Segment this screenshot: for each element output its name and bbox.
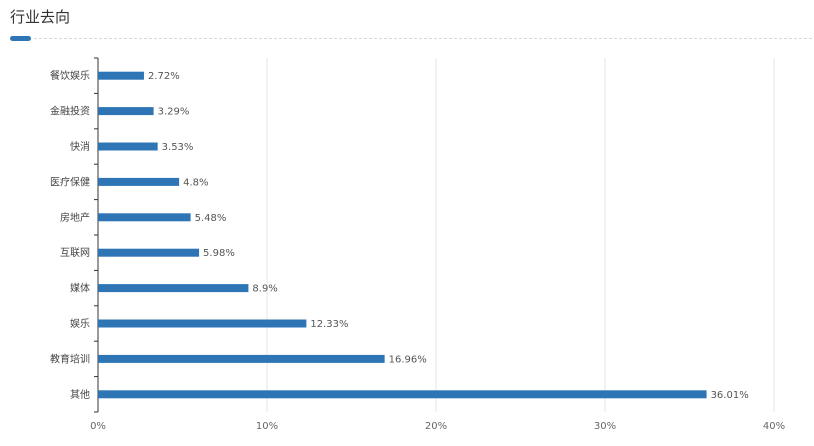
value-label: 12.33%	[310, 319, 348, 330]
value-label: 2.72%	[148, 71, 180, 82]
category-label: 娱乐	[70, 317, 90, 330]
bar-1	[98, 107, 154, 116]
bar-5	[98, 248, 200, 257]
title-accent-bar	[10, 36, 31, 41]
value-label: 3.29%	[158, 107, 190, 118]
chart-header: 行业去向	[0, 0, 814, 44]
category-label: 房地产	[60, 211, 90, 224]
category-label: 互联网	[60, 247, 90, 259]
x-tick-label: 30%	[594, 421, 616, 432]
value-label: 5.48%	[195, 213, 227, 224]
category-label: 金融投资	[50, 105, 90, 118]
category-label: 教育培训	[50, 352, 90, 365]
bar-6	[98, 284, 249, 293]
x-tick-label: 20%	[425, 421, 447, 432]
value-label: 4.8%	[183, 177, 208, 188]
bar-7	[98, 319, 307, 328]
value-label: 36.01%	[711, 390, 749, 401]
category-label: 其他	[70, 388, 90, 401]
bar-2	[98, 142, 158, 151]
category-label: 医疗保健	[50, 175, 90, 188]
page-title: 行业去向	[10, 8, 71, 26]
header-divider	[34, 38, 812, 39]
value-label: 5.98%	[203, 248, 235, 259]
x-tick-label: 40%	[763, 421, 785, 432]
category-label: 餐饮娱乐	[50, 69, 90, 82]
bar-4	[98, 213, 191, 222]
category-label: 媒体	[70, 283, 90, 295]
x-tick-label: 10%	[256, 421, 278, 432]
value-label: 8.9%	[252, 284, 277, 295]
bar-3	[98, 177, 180, 186]
bar-0	[98, 71, 144, 80]
category-label: 快消	[70, 140, 90, 153]
value-label: 3.53%	[162, 142, 194, 153]
x-tick-label: 0%	[90, 421, 106, 432]
bar-9	[98, 390, 707, 399]
bar-8	[98, 354, 385, 363]
value-label: 16.96%	[389, 354, 427, 365]
